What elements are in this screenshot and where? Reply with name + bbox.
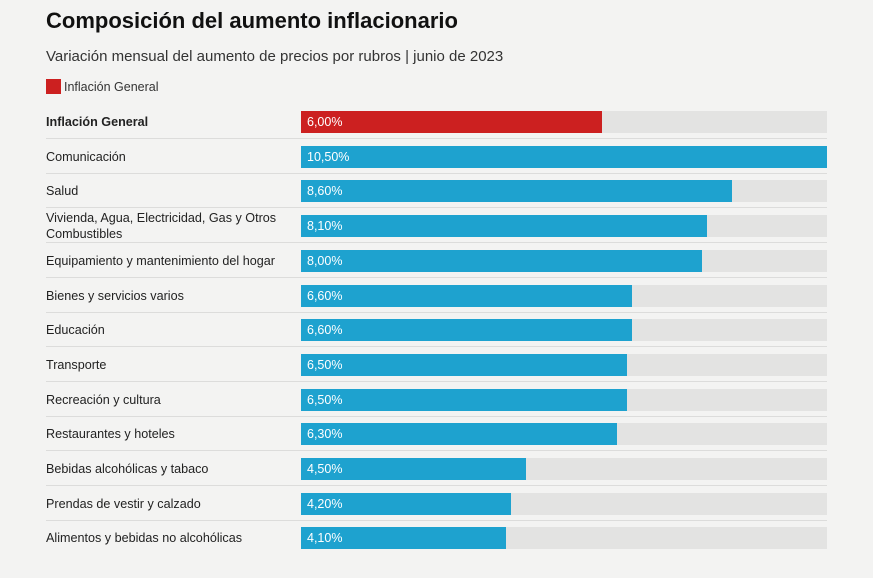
category-label: Salud xyxy=(46,184,79,199)
bar-track: 10,50% xyxy=(301,145,827,168)
row-divider xyxy=(46,138,827,139)
bar-value-label: 6,00% xyxy=(307,115,343,129)
category-label: Inflación General xyxy=(46,115,149,129)
row-divider xyxy=(46,346,827,348)
bar-row: Alimentos y bebidas no alcohólicas 4,10% xyxy=(46,521,827,555)
bar: 8,10% xyxy=(301,215,707,238)
category-label: Vivienda, Agua, Electricidad, Gas y Otro… xyxy=(46,211,277,242)
row-divider xyxy=(46,485,827,486)
category-label: Transporte xyxy=(46,357,107,372)
row-divider xyxy=(46,380,827,382)
row-divider xyxy=(46,172,827,174)
bar: 4,50% xyxy=(301,458,527,480)
bar-row: Vivienda, Agua, Electricidad, Gas y Otro… xyxy=(46,209,827,244)
bar-value-label: 8,60% xyxy=(307,184,343,199)
row-divider xyxy=(46,519,827,521)
bar-value-label: 4,50% xyxy=(307,462,343,476)
bar-value-label: 8,00% xyxy=(307,253,343,268)
bar-row: Bienes y servicios varios 6,60% xyxy=(46,279,827,313)
bar-row: Equipamiento y mantenimiento del hogar 8,… xyxy=(46,244,827,278)
category-label: Alimentos y bebidas no alcohólicas xyxy=(46,531,243,546)
row-divider xyxy=(46,242,827,244)
legend-swatch xyxy=(46,79,61,94)
bar-track: 8,60% xyxy=(301,180,827,203)
category-label: Bebidas alcohólicas y tabaco xyxy=(46,462,209,476)
category-label: Restaurantes y hoteles xyxy=(46,427,175,442)
bar-row: Comunicación 10,50% xyxy=(46,140,827,174)
chart-title: Composición del aumento inflacionario xyxy=(46,8,458,33)
bar-value-label: 6,60% xyxy=(307,288,343,303)
bar-value-label: 8,10% xyxy=(307,219,343,234)
bar: 10,50% xyxy=(301,145,827,168)
bar-row: Transporte 6,50% xyxy=(46,348,827,382)
row-divider xyxy=(46,311,827,313)
bar-track: 4,10% xyxy=(301,527,827,550)
bar: 8,00% xyxy=(301,249,702,272)
row-divider xyxy=(46,450,827,452)
category-label: Equipamiento y mantenimiento del hogar xyxy=(46,253,275,268)
row-divider xyxy=(46,207,827,209)
legend-label: Inflación General xyxy=(64,79,159,94)
bar-track: 6,50% xyxy=(301,353,827,376)
bar-row: Inflación General 6,00% xyxy=(46,105,827,139)
bar-track: 6,30% xyxy=(301,423,827,446)
bar-row: Educación 6,60% xyxy=(46,313,827,348)
bar-track: 6,60% xyxy=(301,284,827,307)
chart-subtitle: Variación mensual del aumento de precios… xyxy=(46,48,504,65)
bar-track: 6,00% xyxy=(301,111,827,133)
bar-value-label: 6,50% xyxy=(307,357,343,372)
row-divider xyxy=(46,276,827,278)
bar-track: 4,50% xyxy=(301,458,827,480)
bar-track: 8,00% xyxy=(301,249,827,272)
bar-value-label: 4,10% xyxy=(307,531,343,546)
bar-row: Bebidas alcohólicas y tabaco 4,50% xyxy=(46,452,827,486)
category-label: Prendas de vestir y calzado xyxy=(46,496,201,511)
bar: 6,60% xyxy=(301,284,632,307)
bar-value-label: 6,50% xyxy=(307,392,343,407)
bar: 4,10% xyxy=(301,527,507,550)
category-label: Bienes y servicios varios xyxy=(46,288,184,303)
bar: 6,50% xyxy=(301,353,627,376)
bar-row: Restaurantes y hoteles 6,30% xyxy=(46,417,827,452)
bar-row: Prendas de vestir y calzado 4,20% xyxy=(46,487,827,521)
bar-value-label: 10,50% xyxy=(307,149,350,164)
row-divider xyxy=(46,415,827,417)
bar-row: Salud 8,60% xyxy=(46,174,827,209)
legend: Inflación General xyxy=(46,79,159,94)
bar-row: Recreación y cultura 6,50% xyxy=(46,383,827,417)
bar-value-label: 6,30% xyxy=(307,427,343,442)
bar-value-label: 4,20% xyxy=(307,496,343,511)
bar-track: 4,20% xyxy=(301,492,827,515)
category-label: Comunicación xyxy=(46,149,126,164)
bar: 8,60% xyxy=(301,180,732,203)
bar-track: 8,10% xyxy=(301,215,827,238)
bar-value-label: 6,60% xyxy=(307,323,343,338)
bar: 6,30% xyxy=(301,423,617,446)
bar: 6,00% xyxy=(301,111,602,133)
bar: 4,20% xyxy=(301,492,512,515)
bar-track: 6,60% xyxy=(301,319,827,342)
bar-track: 6,50% xyxy=(301,388,827,411)
bar: 6,60% xyxy=(301,319,632,342)
bar: 6,50% xyxy=(301,388,627,411)
category-label: Recreación y cultura xyxy=(46,392,161,407)
category-label: Educación xyxy=(46,323,105,338)
